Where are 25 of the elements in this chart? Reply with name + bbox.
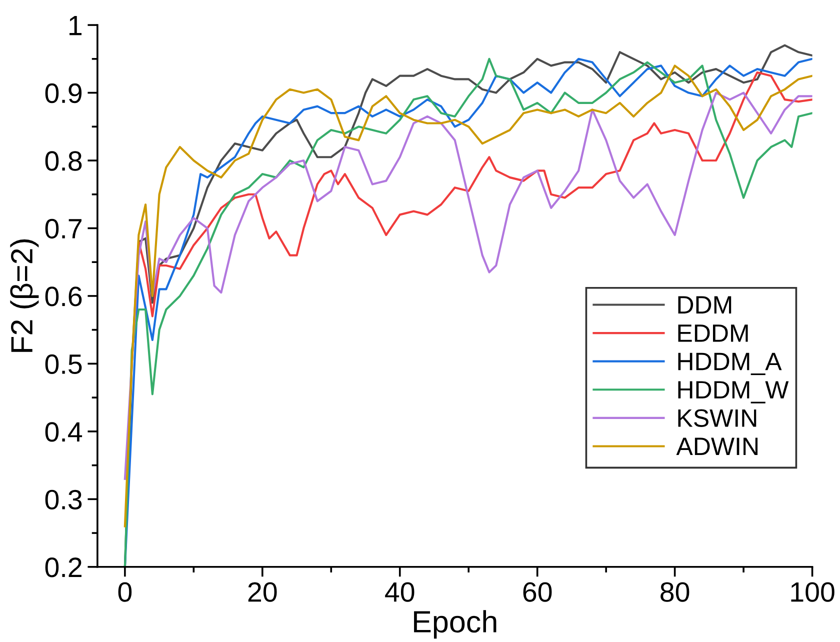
y-tick-label: 0.4 <box>45 422 82 442</box>
line-series <box>124 92 812 480</box>
x-tick-label: 40 <box>385 582 414 602</box>
line-series <box>138 71 812 318</box>
x-tick-label: 60 <box>523 582 552 602</box>
legend-label: EDDM <box>678 324 748 342</box>
y-tick-label: 0.8 <box>45 151 82 171</box>
x-tick-label: 0 <box>118 582 132 602</box>
y-axis-title: F2 (β=2) <box>10 239 39 352</box>
legend-label: HDDM_A <box>678 352 782 376</box>
x-axis-title: Epoch <box>414 610 496 639</box>
y-tick-label: 1 <box>70 16 82 36</box>
y-tick-label: 0.9 <box>45 83 82 104</box>
x-tick-label: 100 <box>791 582 834 602</box>
x-tick-label: 20 <box>248 582 277 602</box>
legend-label: ADWIN <box>676 438 758 456</box>
legend-label: KSWIN <box>678 409 756 427</box>
legend-label: DDM <box>678 296 732 314</box>
y-tick-label: 0.6 <box>45 286 82 306</box>
y-tick-label: 0.5 <box>45 354 82 374</box>
legend-label: HDDM_W <box>678 381 789 404</box>
y-tick-label: 0.7 <box>45 218 82 239</box>
y-tick-label: 0.2 <box>45 558 82 578</box>
y-tick-label: 0.3 <box>45 490 82 510</box>
x-tick-label: 80 <box>660 582 690 602</box>
